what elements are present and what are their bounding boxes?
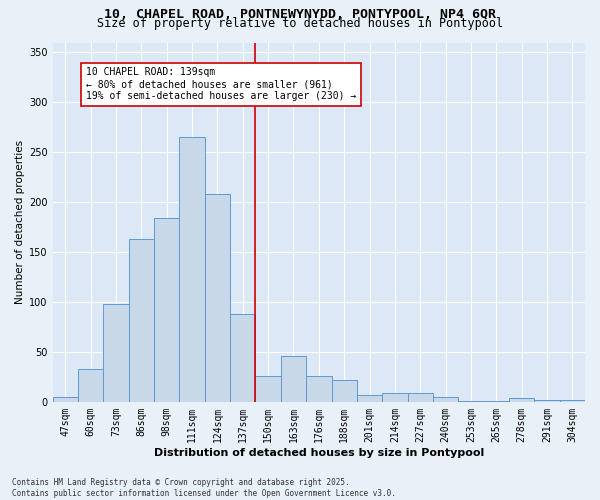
Bar (205, 194, 230, 402)
Bar (509, 398, 535, 402)
Text: Contains HM Land Registry data © Crown copyright and database right 2025.
Contai: Contains HM Land Registry data © Crown c… (12, 478, 396, 498)
Bar (560, 400, 585, 402)
Text: Size of property relative to detached houses in Pontypool: Size of property relative to detached ho… (97, 18, 503, 30)
Bar (154, 218, 179, 402)
Text: 10 CHAPEL ROAD: 139sqm
← 80% of detached houses are smaller (961)
19% of semi-de: 10 CHAPEL ROAD: 139sqm ← 80% of detached… (86, 68, 356, 100)
Bar (230, 314, 256, 402)
Bar (484, 401, 509, 402)
Bar (458, 401, 484, 402)
Bar (357, 395, 382, 402)
Bar (53, 397, 78, 402)
Bar (382, 393, 407, 402)
Bar (103, 304, 129, 402)
X-axis label: Distribution of detached houses by size in Pontypool: Distribution of detached houses by size … (154, 448, 484, 458)
Bar (306, 376, 332, 402)
Bar (256, 376, 281, 402)
Bar (179, 138, 205, 402)
Bar (281, 356, 306, 402)
Bar (407, 393, 433, 402)
Bar (78, 369, 103, 402)
Bar (129, 239, 154, 402)
Text: 10, CHAPEL ROAD, PONTNEWYNYDD, PONTYPOOL, NP4 6QR: 10, CHAPEL ROAD, PONTNEWYNYDD, PONTYPOOL… (104, 8, 496, 20)
Bar (535, 400, 560, 402)
Bar (332, 380, 357, 402)
Bar (433, 397, 458, 402)
Y-axis label: Number of detached properties: Number of detached properties (15, 140, 25, 304)
